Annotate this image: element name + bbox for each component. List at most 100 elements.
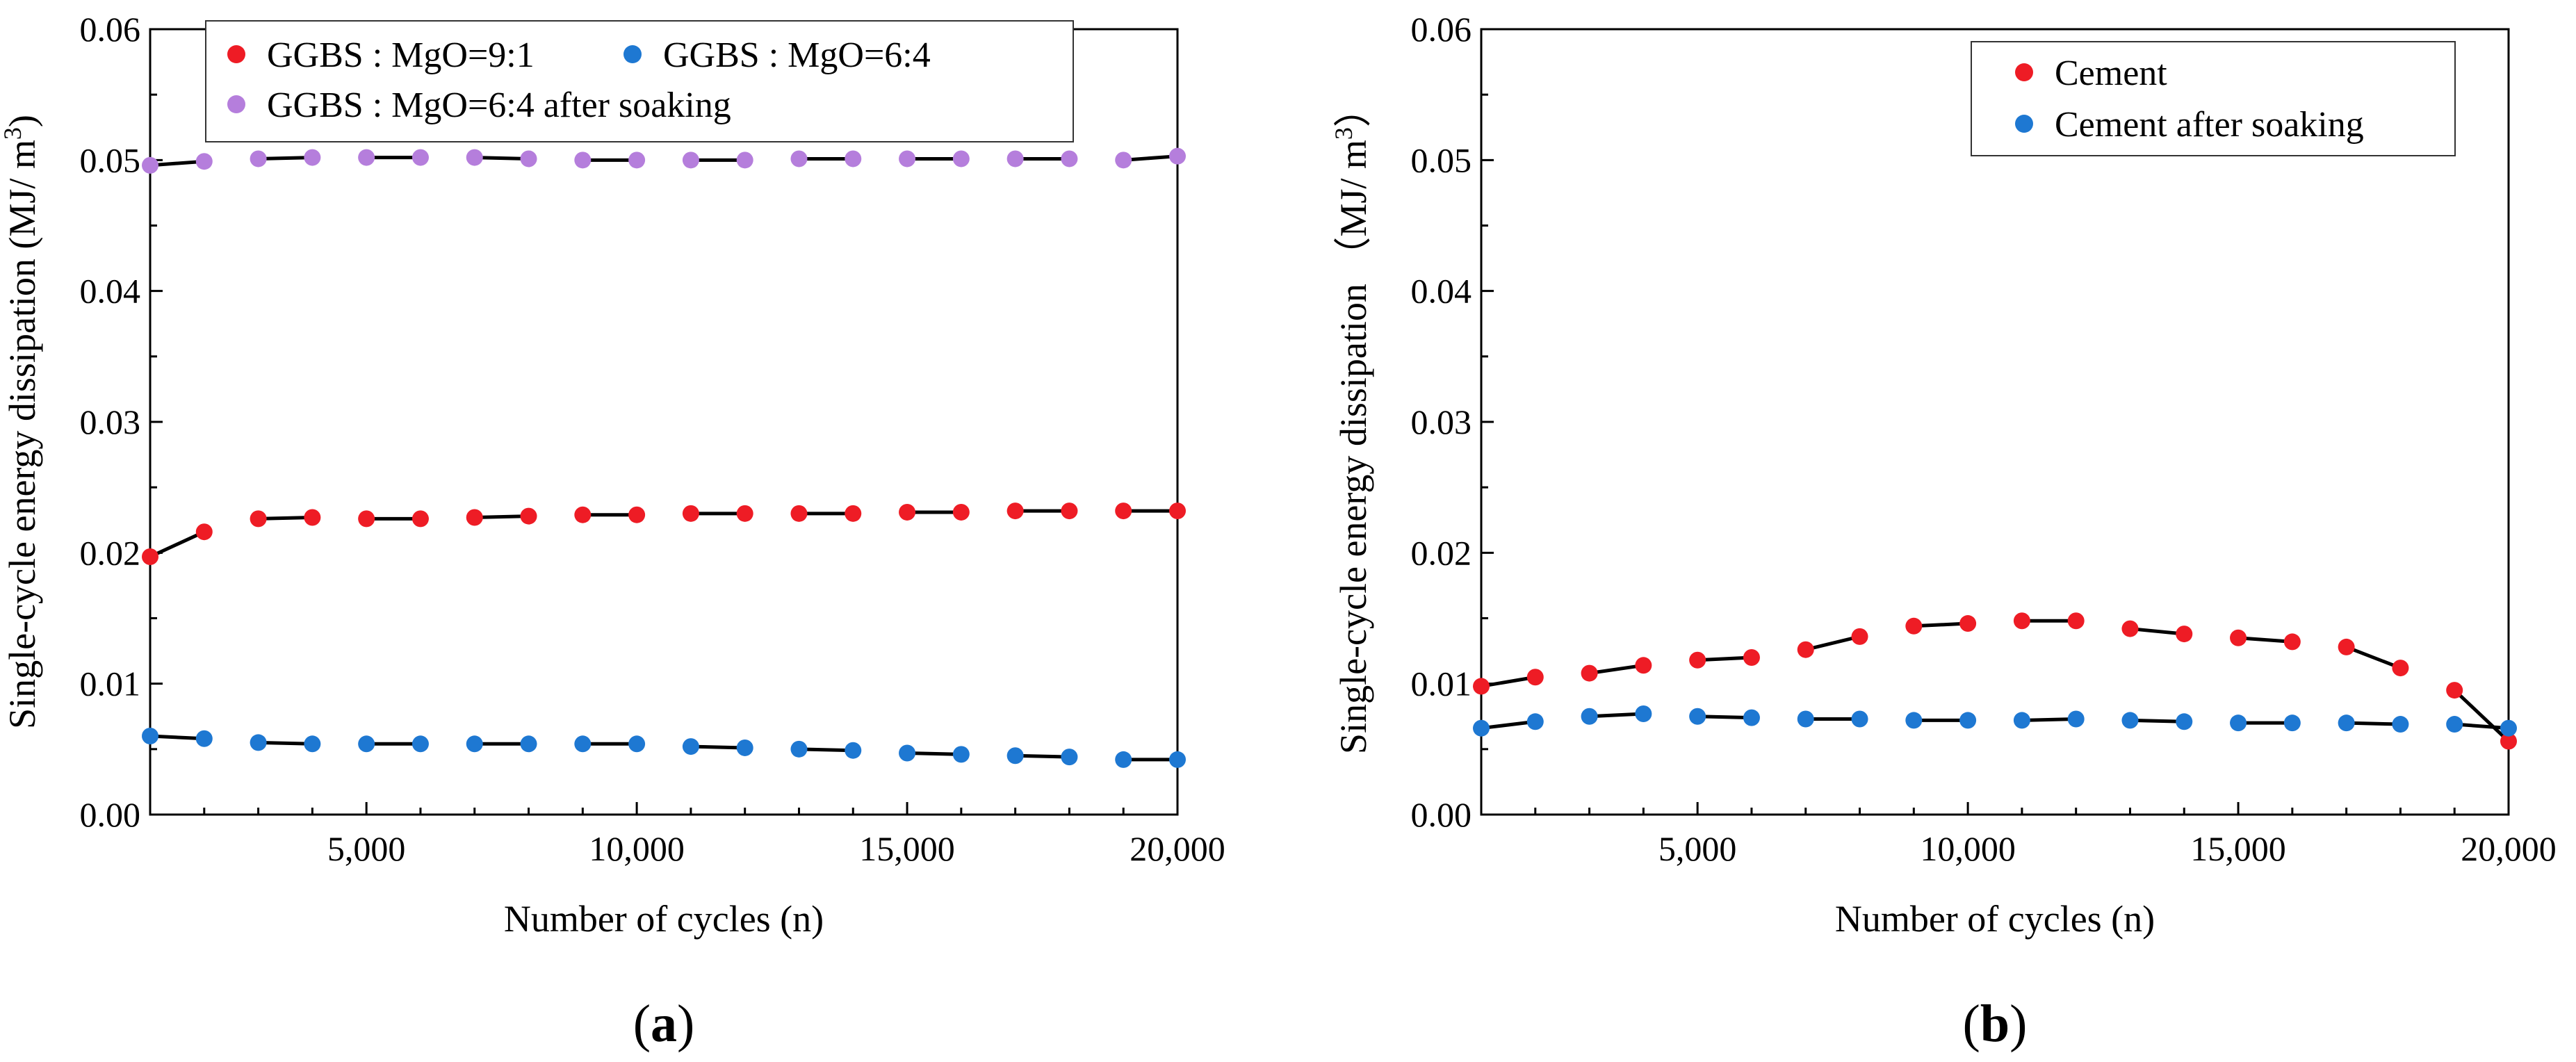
data-point <box>790 740 808 758</box>
panel-label: (a) <box>633 995 695 1053</box>
fit-segment <box>2128 718 2186 724</box>
series-s2 <box>1473 705 2517 737</box>
data-point <box>411 149 429 166</box>
data-point <box>2446 682 2463 699</box>
fit-segment <box>2128 627 2186 636</box>
x-tick-label: 15,000 <box>2190 829 2286 868</box>
fit-segment <box>1479 675 1538 688</box>
data-point <box>1743 649 1760 666</box>
fit-segment <box>797 747 855 753</box>
data-point <box>1851 628 1868 645</box>
data-point <box>574 506 592 523</box>
data-point <box>1061 749 1078 766</box>
fit-segment <box>2345 721 2402 726</box>
data-point <box>1473 678 1490 695</box>
y-tick-label: 0.03 <box>1411 402 1472 441</box>
data-point <box>1581 708 1598 725</box>
fit-segment <box>1479 719 1538 730</box>
data-point <box>1959 615 1977 632</box>
data-point <box>142 548 158 565</box>
y-axis-title-main: Single-cycle energy dissipation (MJ/ m <box>1 140 43 729</box>
data-point <box>520 507 537 525</box>
data-point <box>1115 152 1132 169</box>
legend-label: GGBS : MgO=6:4 after soaking <box>267 85 731 125</box>
data-point <box>1797 710 1814 728</box>
data-point <box>304 149 321 166</box>
data-point <box>411 735 429 753</box>
data-point <box>1169 147 1186 165</box>
data-point <box>1006 747 1024 765</box>
series-s2 <box>142 728 1186 768</box>
data-point <box>952 503 970 521</box>
data-point <box>1635 657 1652 674</box>
data-point <box>574 152 592 169</box>
data-point <box>2283 714 2301 732</box>
data-point <box>2392 660 2409 677</box>
fit-segment <box>1695 714 1754 720</box>
data-point <box>195 523 213 541</box>
data-point <box>790 505 808 522</box>
fit-segment <box>2345 645 2402 670</box>
y-axis-title-end: ) <box>1 115 43 127</box>
fit-segment <box>1588 663 1645 676</box>
data-point <box>2013 612 2030 630</box>
data-point <box>250 150 267 168</box>
legend-label: GGBS : MgO=9:1 <box>267 35 535 75</box>
data-point <box>1689 651 1706 669</box>
data-point <box>1905 617 1923 635</box>
data-point <box>790 150 808 168</box>
x-axis-title: Number of cycles (n) <box>504 898 824 940</box>
data-point <box>628 506 646 523</box>
data-point <box>466 149 483 166</box>
data-point <box>2013 712 2030 729</box>
y-tick-label: 0.03 <box>80 402 141 441</box>
fit-segment <box>148 530 206 559</box>
chart-panel-a: 5,000 10,000 15,000 20,000 0.00 0.01 0.02 0.03 0… <box>0 10 1225 1053</box>
y-tick-label: 0.06 <box>1411 10 1472 49</box>
data-point <box>2067 612 2085 630</box>
data-point <box>1006 503 1024 520</box>
data-point <box>2176 713 2193 730</box>
data-point <box>1115 503 1132 520</box>
y-tick-label: 0.01 <box>80 664 141 703</box>
data-point <box>1526 713 1544 730</box>
data-point <box>899 503 916 521</box>
legend-box <box>1971 41 2456 156</box>
data-point <box>1526 669 1544 686</box>
data-point <box>1169 503 1186 520</box>
data-point <box>358 510 375 528</box>
fit-segment <box>1013 753 1071 759</box>
data-point <box>2283 633 2301 651</box>
data-point <box>2500 719 2517 737</box>
data-point <box>2392 716 2409 733</box>
data-point <box>411 510 429 528</box>
legend-marker <box>227 95 245 113</box>
data-point <box>1581 664 1598 682</box>
legend-box <box>205 20 1074 142</box>
fit-segment <box>2452 688 2511 744</box>
y-tick-label: 0.06 <box>80 10 141 49</box>
data-point <box>1635 705 1652 722</box>
data-point <box>1905 712 1923 729</box>
data-point <box>2121 620 2139 637</box>
panel-label: (b) <box>1963 995 2028 1053</box>
fit-segment <box>473 514 531 519</box>
legend-label: Cement <box>2055 54 2167 93</box>
data-point <box>2338 638 2355 655</box>
data-point <box>952 150 970 168</box>
plot-frame <box>149 28 1179 816</box>
data-point <box>2500 733 2517 750</box>
data-point <box>466 509 483 526</box>
x-tick-label: 20,000 <box>1130 829 1225 868</box>
y-tick-label: 0.00 <box>1411 795 1472 834</box>
fit-segment <box>1804 635 1862 652</box>
y-tick-label: 0.02 <box>80 533 141 572</box>
legend: Cement Cement after soaking <box>1971 41 2456 156</box>
data-point <box>1473 719 1490 737</box>
data-point <box>1689 708 1706 725</box>
panel-label-close: ) <box>2010 995 2027 1053</box>
data-point <box>1115 751 1132 768</box>
data-point <box>358 149 375 166</box>
data-point <box>2067 710 2085 728</box>
